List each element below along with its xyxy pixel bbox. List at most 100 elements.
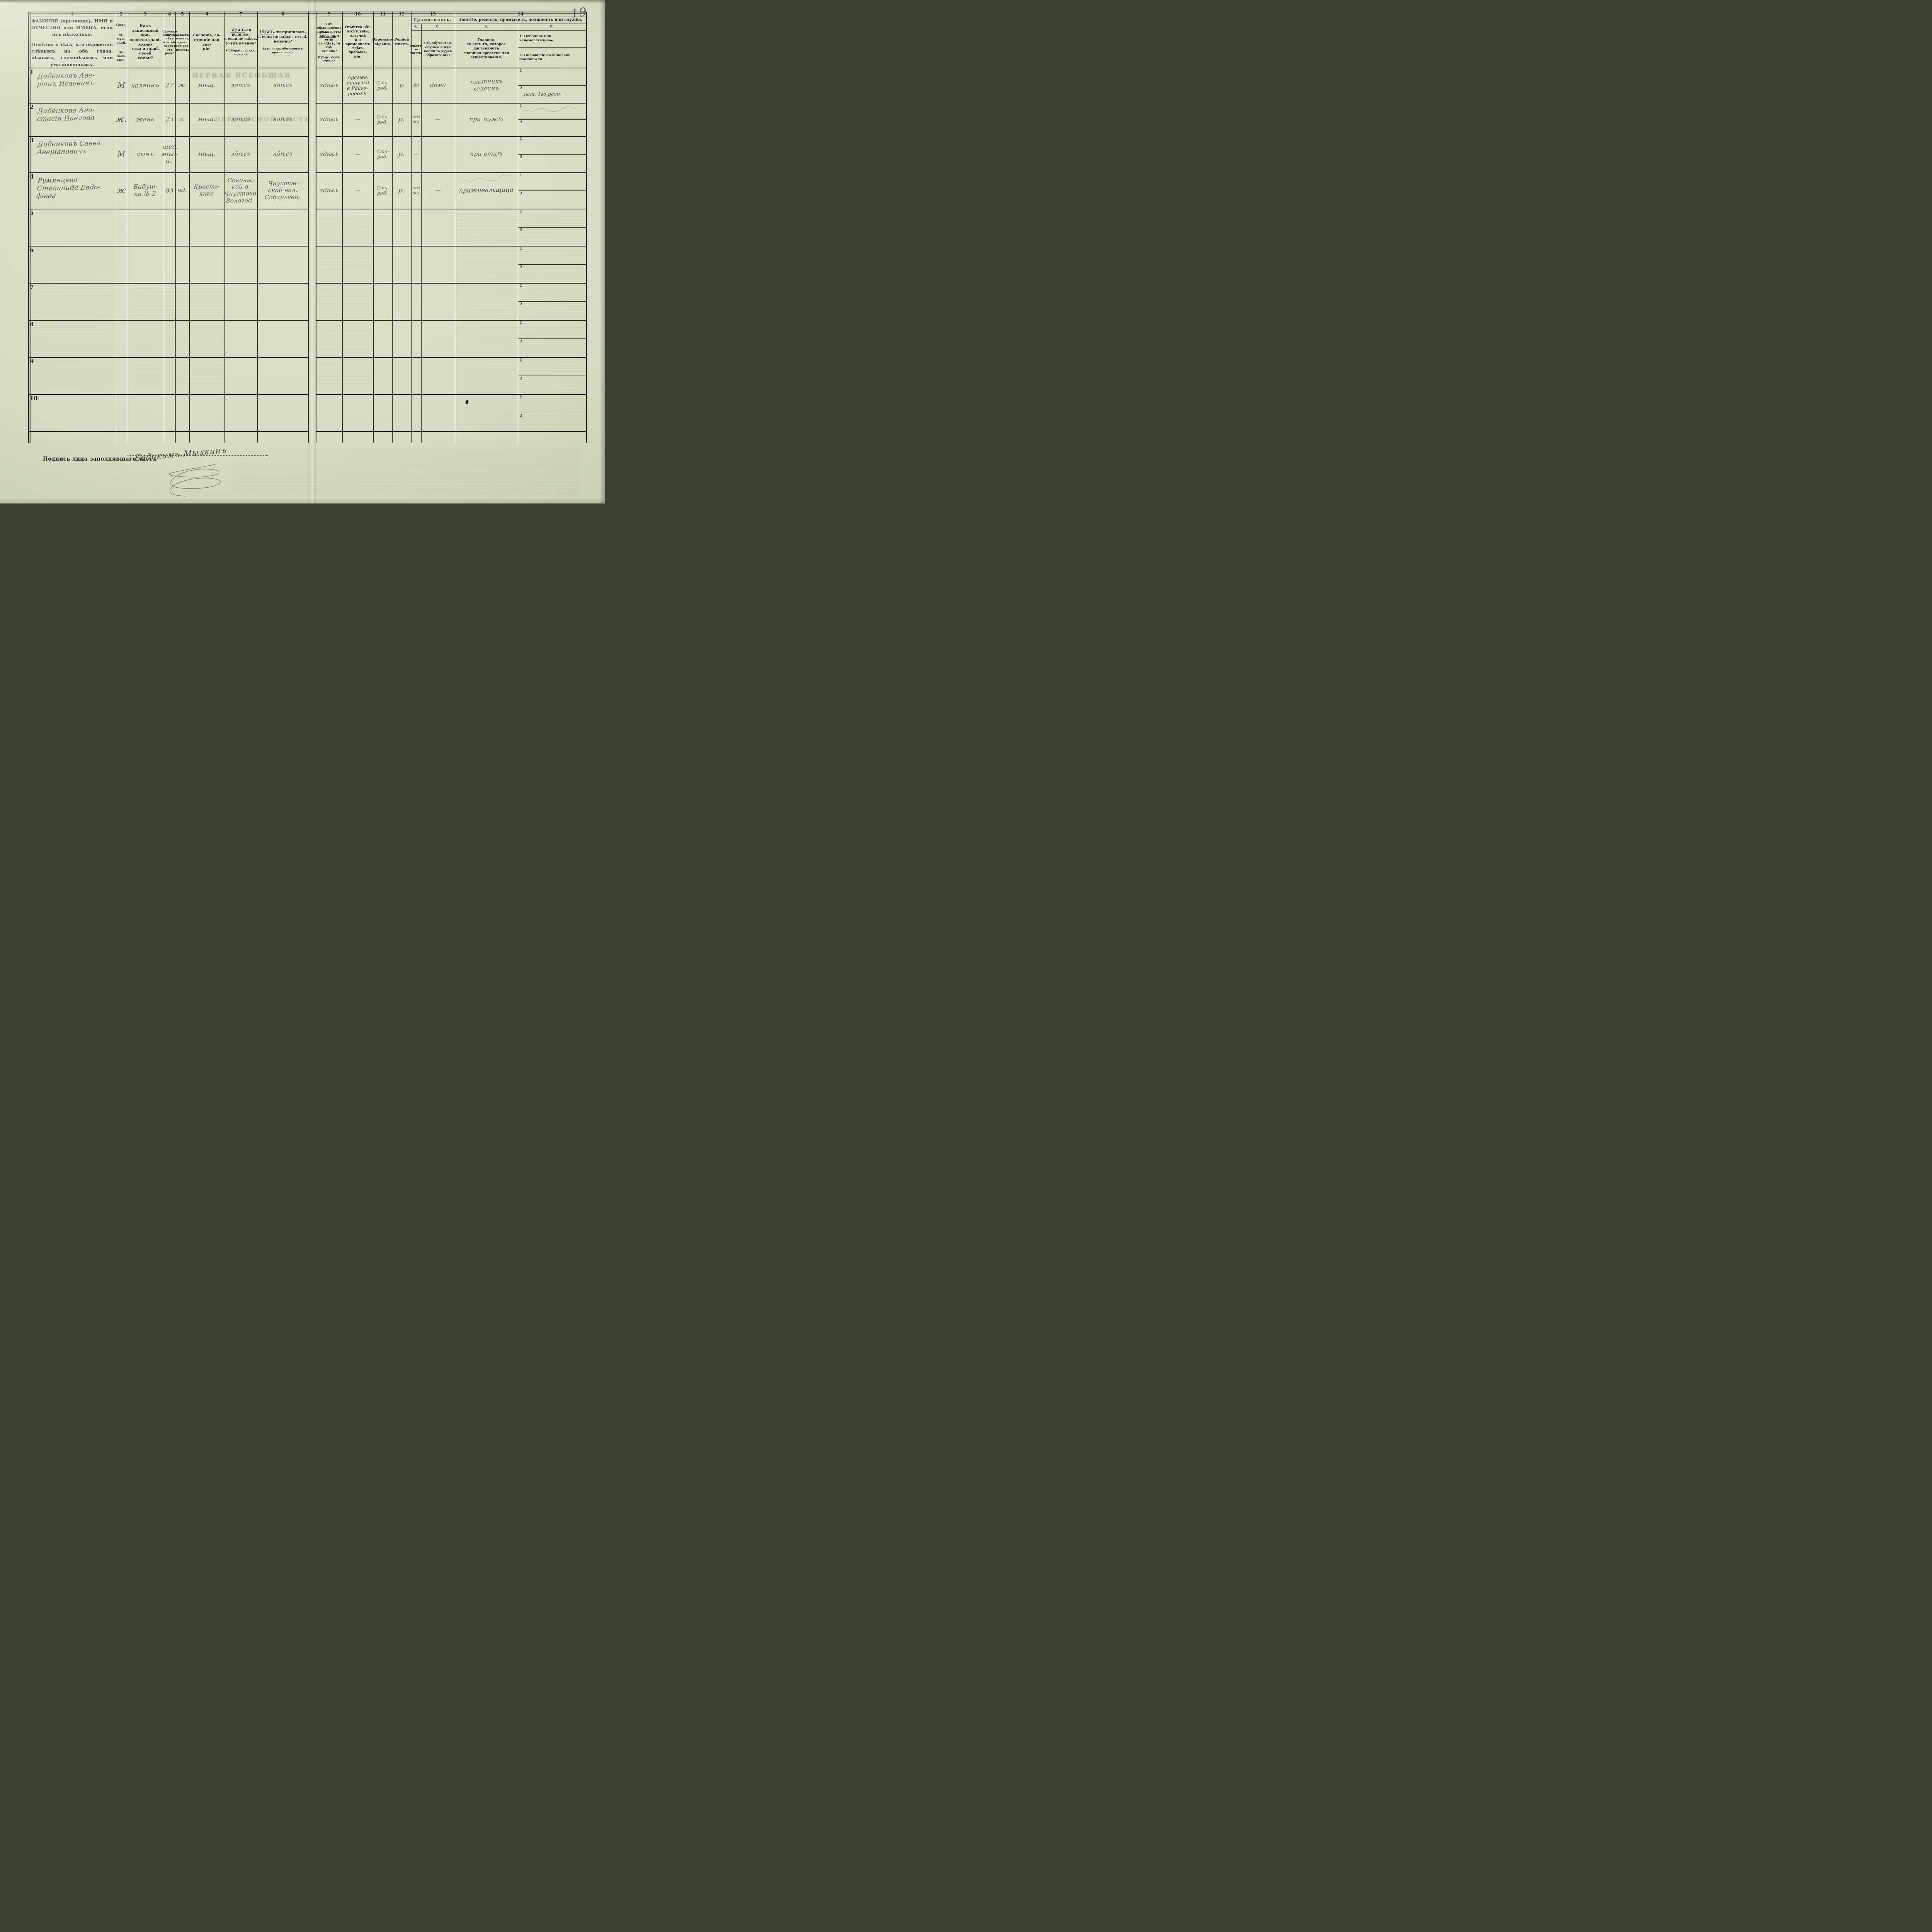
- header-col11-religion: Вѣроиспо- вѣданіе.: [372, 38, 393, 46]
- subrow-label-1: 1: [520, 359, 522, 362]
- row-number: 2: [30, 104, 34, 111]
- header-col1-names: ФАМИЛІЯ (прозвище), ИМЯ и ОТЧЕСТВО или И…: [31, 18, 113, 67]
- grid-line-h: [28, 13, 586, 14]
- cell-r4-c12: р.: [398, 186, 405, 195]
- cell-r2-c12: р.: [398, 115, 405, 124]
- header-col14-occupation-title: Занятіе, ремесло, промыселъ, должность и…: [459, 17, 582, 22]
- column-number: 11: [379, 12, 386, 17]
- header-col14b-military: 2. Положеніе по воинской повинности.: [519, 53, 571, 61]
- cell-r4-c1: Румянцева Степанида Евдо- фіева: [36, 176, 101, 201]
- column-number: 12: [398, 12, 405, 17]
- cell-r7-c12: [391, 282, 413, 320]
- cell-r5-c6: [188, 208, 226, 246]
- cell-r6-c13b: [420, 245, 456, 283]
- row-separator: [316, 172, 586, 173]
- cell-r3-c14b1: [523, 135, 585, 155]
- cell-r5-c7: [223, 208, 259, 246]
- header-col7-note: (Губернія, уѣздъ, городъ).: [226, 48, 255, 56]
- header-col2-sex: Полъ. М-муж- ской. ж-жен- скій.: [116, 17, 127, 68]
- header-col5-marital: Холостъ, женатъ, вдовъ или раз- веденъ.: [175, 33, 190, 51]
- row-separator: [316, 246, 586, 247]
- table-border-left: [28, 12, 29, 443]
- column-number: 4: [168, 12, 171, 17]
- row-number: 7: [30, 284, 34, 291]
- subrow-divider: [518, 85, 586, 86]
- cell-r6-c8: [256, 245, 310, 284]
- subrow-label-2: 2: [520, 377, 522, 381]
- faint-pencil-note: [523, 92, 568, 97]
- row-separator: [316, 136, 586, 137]
- cell-r3-c12: р.: [398, 150, 405, 158]
- cell-r10-c6: [188, 394, 226, 432]
- row-number: 4: [30, 173, 34, 180]
- cell-r10-c9: [315, 394, 344, 431]
- cell-r8-c11: [372, 320, 394, 357]
- column-number: 1: [70, 12, 74, 17]
- cell-r7-c11: [372, 282, 394, 320]
- cell-r8-c8: [256, 320, 310, 358]
- subrow-divider: [518, 154, 586, 155]
- header-col7-birthplace-text: ЗДѢСЬ-ли родился, а если не здѣсь, то гд…: [224, 29, 257, 46]
- subrow-label-1: 1: [520, 104, 522, 108]
- subrow-label-1: 1: [520, 284, 522, 288]
- subrow-divider: [518, 190, 586, 191]
- cell-r1-c9: здѣсь: [319, 81, 339, 89]
- cell-r9-c12: [391, 357, 413, 394]
- subrow-divider: [518, 301, 586, 302]
- cell-r2-c13b: —: [435, 116, 441, 123]
- column-number: 3: [144, 12, 147, 17]
- cell-r10-c3: [125, 394, 165, 432]
- row-separator: [28, 320, 308, 321]
- subrow-label-2: 2: [520, 155, 522, 159]
- row-separator: [316, 431, 586, 432]
- header-col9-residence-part: Гдѣ обыкновенно проживаетъ:: [317, 22, 342, 34]
- cell-r9-c7: [223, 357, 259, 395]
- row-separator: [28, 394, 308, 395]
- bleed-through-title-2: ПЕРЕПИСНОЙ ЛИСТЪ: [215, 116, 311, 123]
- column-number: 13: [430, 12, 436, 17]
- grid-line-v: [392, 12, 393, 443]
- row-separator: [28, 172, 308, 173]
- subrow-label-1: 1: [520, 210, 522, 214]
- cell-r10-c11: [372, 394, 394, 431]
- bleed-through-title-1: ПЕРВАЯ ВСЕОБЩАЯ: [192, 72, 291, 80]
- header-col1-paragraph-2: Отмѣтка о тѣхъ, кто окажется: слѣпымъ на…: [31, 41, 113, 67]
- cell-r6-c3: [125, 245, 165, 283]
- header-col8-registered: ЗДѢСЬ-ли приписанъ, а если не здѣсь, то …: [257, 17, 308, 68]
- row-separator: [316, 283, 586, 284]
- header-col2-line: М-муж- ской.: [116, 32, 126, 44]
- subrow-label-2: 2: [520, 121, 522, 124]
- header-col8-note: (для лицъ, обязанныхъ припискою).: [263, 47, 303, 54]
- bleed-through-texture: [33, 247, 116, 390]
- signature-label: Подпись лица заполнявшаго листъ: [43, 456, 157, 462]
- header-col6-estate: Сословіе, со- стояніе или зва- ніе.: [193, 33, 221, 51]
- cell-r4-c14b1: [523, 172, 585, 191]
- subrow-divider: [518, 119, 586, 120]
- grid-line-v: [308, 12, 309, 443]
- column-number: 5: [181, 12, 184, 17]
- row-separator: [316, 103, 586, 104]
- cell-r4-c11: Ста- роб.: [376, 185, 390, 196]
- cell-r7-c13b: [420, 282, 456, 320]
- row-separator: [28, 431, 308, 432]
- subrow-label-2: 2: [520, 414, 522, 418]
- grid-line-v: [373, 12, 374, 443]
- grid-line-h: [518, 47, 586, 48]
- cell-r5-c3: [125, 208, 165, 246]
- column-number: 2: [120, 12, 123, 17]
- row-number: 5: [30, 209, 34, 216]
- subrow-label-2: 2: [520, 303, 522, 306]
- header-col9-residence-text: Гдѣ обыкновенно проживаетъ: здѣсь-ли, а …: [316, 22, 342, 53]
- cell-r6-c7: [223, 245, 259, 283]
- header-col8-registered-underlined: ЗДѢСЬ: [259, 30, 274, 35]
- header-col13a-label: а.: [414, 24, 418, 29]
- cell-r10-c1: [26, 393, 128, 436]
- cell-r3-c14a: при отцѣ: [469, 150, 503, 158]
- subrow-divider: [518, 227, 586, 228]
- header-col14a-label: а.: [485, 24, 488, 29]
- cell-r2-c14b2: [523, 119, 585, 136]
- cell-r4-c13b: —: [435, 187, 441, 194]
- grid-line-v: [411, 12, 412, 443]
- cell-r10-c13b: [420, 394, 456, 432]
- header-col13a-read: Умѣетъ- ли читать?: [409, 44, 423, 54]
